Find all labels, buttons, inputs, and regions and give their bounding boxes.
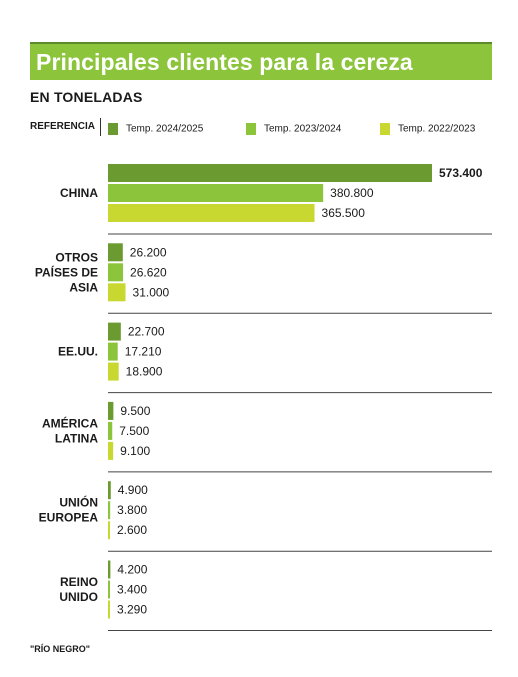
legend-item-2022-2023: Temp. 2022/2023 xyxy=(380,120,476,135)
data-label: 3.400 xyxy=(117,583,147,597)
chart-title: Principales clientes para la cereza xyxy=(36,49,413,75)
legend-swatch-2022-2023 xyxy=(380,122,390,135)
bar xyxy=(108,501,111,520)
data-label: 26.200 xyxy=(130,245,167,259)
category-label: UNIÓN xyxy=(59,495,98,510)
data-label: 2.600 xyxy=(117,523,147,537)
bar xyxy=(108,362,119,381)
data-label: 18.900 xyxy=(126,365,163,379)
data-label: 9.100 xyxy=(120,444,150,458)
bar xyxy=(108,560,111,579)
legend-item-2023-2024: Temp. 2023/2024 xyxy=(246,120,342,135)
legend-swatch-2023-2024 xyxy=(246,122,256,135)
data-label: 3.290 xyxy=(117,603,147,617)
legend: REFERENCIA Temp. 2024/2025 Temp. 2023/20… xyxy=(30,118,500,138)
legend-label-2022-2023: Temp. 2022/2023 xyxy=(398,123,476,135)
bar xyxy=(108,184,324,202)
category-label: CHINA xyxy=(60,186,98,200)
bar xyxy=(108,481,111,500)
bar xyxy=(108,322,121,341)
category-label: REINO xyxy=(60,575,98,589)
data-label: 22.700 xyxy=(128,325,165,339)
data-label: 573.400 xyxy=(439,166,483,180)
bar xyxy=(108,401,114,420)
category-label: AMÉRICA xyxy=(42,415,98,430)
category-label: LATINA xyxy=(55,431,98,445)
legend-label-2023-2024: Temp. 2023/2024 xyxy=(264,123,342,135)
legend-label-2024-2025: Temp. 2024/2025 xyxy=(126,123,204,135)
bar xyxy=(108,521,110,540)
source-credit: "RÍO NEGRO" xyxy=(30,644,91,654)
data-label: 26.620 xyxy=(130,265,167,279)
title-bar: Principales clientes para la cereza xyxy=(30,42,492,80)
category-label: EUROPEA xyxy=(39,511,99,525)
category-label: OTROS xyxy=(55,250,98,264)
data-label: 17.210 xyxy=(125,345,162,359)
bar xyxy=(108,243,123,262)
legend-item-2024-2025: Temp. 2024/2025 xyxy=(108,120,204,135)
data-label: 365.500 xyxy=(322,206,366,220)
bar xyxy=(108,204,315,222)
category-label: ASIA xyxy=(69,280,98,294)
data-label: 31.000 xyxy=(133,285,170,299)
legend-separator xyxy=(100,118,101,136)
bar xyxy=(108,580,110,599)
data-label: 3.800 xyxy=(117,503,147,517)
data-label: 9.500 xyxy=(120,404,150,418)
bar xyxy=(108,421,113,440)
data-label: 4.900 xyxy=(118,483,148,497)
chart-subtitle: EN TONELADAS xyxy=(30,89,143,105)
bar xyxy=(108,342,118,361)
bar xyxy=(108,263,124,282)
category-label: EE.UU. xyxy=(58,345,98,359)
legend-title: REFERENCIA xyxy=(30,121,96,132)
bar xyxy=(108,600,110,619)
legend-swatch-2024-2025 xyxy=(108,122,118,135)
bar xyxy=(108,164,432,182)
category-label: PAÍSES DE xyxy=(35,264,98,279)
category-label: UNIDO xyxy=(59,590,98,604)
bar xyxy=(108,283,126,302)
data-label: 7.500 xyxy=(119,424,149,438)
data-label: 380.800 xyxy=(330,186,374,200)
bar xyxy=(108,441,114,460)
data-label: 4.200 xyxy=(117,563,147,577)
